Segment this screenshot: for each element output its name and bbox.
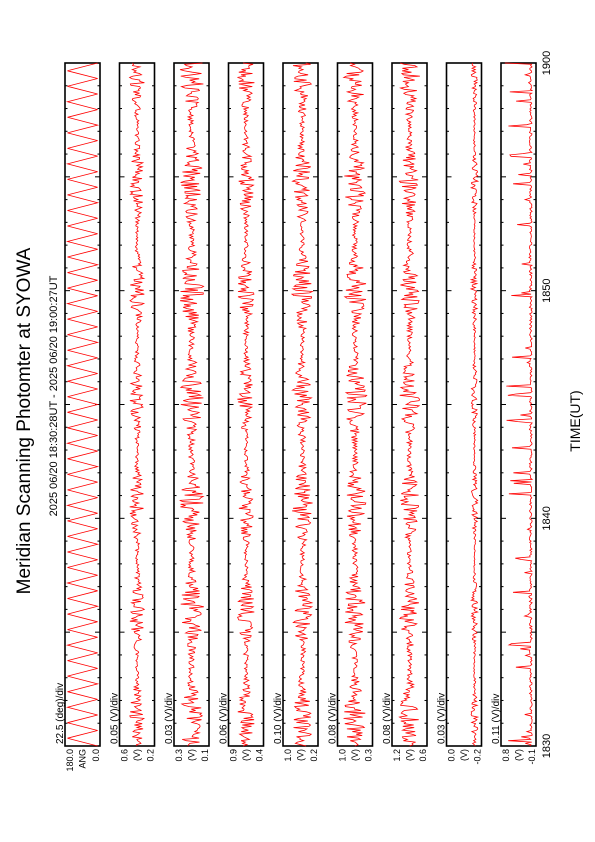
series-line-angle [65,62,100,747]
y-tick-bottom: 0.2 [309,749,319,762]
y-unit-label: (V) [132,749,142,761]
panel-ch2: 0.05 (V)/div 0.6 (V) 0.2 [110,62,156,762]
panel-ch6: 0.08 (V)/div 1.0 (V) 0.3 [328,62,374,762]
y-tick-top: 0.9 [229,749,239,762]
y-tick-top: 1.2 [392,749,402,762]
y-unit-label: ANG [78,749,88,769]
series-line-ch3 [179,62,205,747]
series-line-ch6 [342,62,368,747]
panel-ch5: 0.10 (V)/div 1.0 (V) 0.2 [273,62,319,762]
y-unit-label: (V) [514,749,524,761]
y-tick-bottom: -0.1 [527,749,537,765]
x-axis-label: TIME(UT) [567,390,583,451]
panel-frame [282,62,319,747]
panel-frame [227,62,265,747]
panel-scale-label: 0.08 (V)/div [382,693,393,744]
y-tick-top: 0.3 [174,749,184,762]
y-tick-top: 0.6 [120,749,130,762]
y-tick-bottom: 0.1 [200,749,210,762]
panel-frame [173,62,210,747]
x-tick-label: 1840 [541,506,553,530]
x-tick-label: 1830 [541,734,553,758]
y-tick-top: 1.0 [338,749,348,762]
y-unit-label: (V) [241,749,251,761]
panel-ch3: 0.03 (V)/div 0.3 (V) 0.1 [164,62,210,762]
series-line-ch4 [237,62,255,747]
series-line-ch2 [128,62,146,747]
panel-scale-label: 22.5 (deg)/div [55,683,66,744]
y-tick-bottom: 0.4 [255,749,265,762]
series-line-ch8 [469,62,480,747]
y-tick-bottom: 0.2 [146,749,156,762]
panel-scale-label: 0.03 (V)/div [164,693,175,744]
y-tick-bottom: 0.6 [418,749,428,762]
chart-subtitle: 2025 06/20 18:30:28UT - 2025 06/20 19:00… [48,275,60,516]
x-tick-labels: 1830 1840 1850 1900 [541,51,553,758]
y-tick-bottom: -0.2 [473,749,483,765]
panel-angle: 22.5 (deg)/div 180.0 ANG 0.0 [55,62,101,772]
panel-scale-label: 0.08 (V)/div [328,693,339,744]
panel-scale-label: 0.10 (V)/div [273,693,284,744]
panel-ch7: 0.08 (V)/div 1.2 (V) 0.6 [382,62,428,762]
y-unit-label: (V) [187,749,197,761]
x-tick-label: 1900 [541,51,553,75]
panel-scale-label: 0.06 (V)/div [219,693,230,744]
y-unit-label: (V) [350,749,360,761]
panel-frame [445,62,483,747]
chart-title: Meridian Scanning Photomter at SYOWA [14,247,35,594]
rotated-chart-layer: Meridian Scanning Photomter at SYOWA 202… [14,51,583,772]
y-unit-label: (V) [459,749,469,761]
y-tick-bottom: 0.3 [364,749,374,762]
y-tick-top: 0.8 [501,749,511,762]
panel-scale-label: 0.05 (V)/div [110,693,121,744]
y-tick-top: 180.0 [65,749,75,772]
series-line-ch7 [398,62,421,747]
series-line-ch5 [290,62,314,747]
y-tick-top: 1.0 [283,749,293,762]
panel-frame [64,62,101,747]
y-unit-label: (V) [296,749,306,761]
series-line-ch9 [504,62,534,747]
panel-ch4: 0.06 (V)/div 0.9 (V) 0.4 [219,62,265,762]
y-unit-label: (V) [405,749,415,761]
y-tick-bottom: 0.0 [91,749,101,762]
panel-ch8: 0.03 (V)/div 0.0 (V) -0.2 [437,62,483,765]
panel-scale-label: 0.03 (V)/div [437,693,448,744]
x-tick-label: 1850 [541,278,553,302]
y-tick-top: 0.0 [447,749,457,762]
panel-scale-label: 0.11 (V)/div [491,694,502,744]
panel-ch9: 0.11 (V)/div 0.8 (V) -0.1 [491,62,537,765]
